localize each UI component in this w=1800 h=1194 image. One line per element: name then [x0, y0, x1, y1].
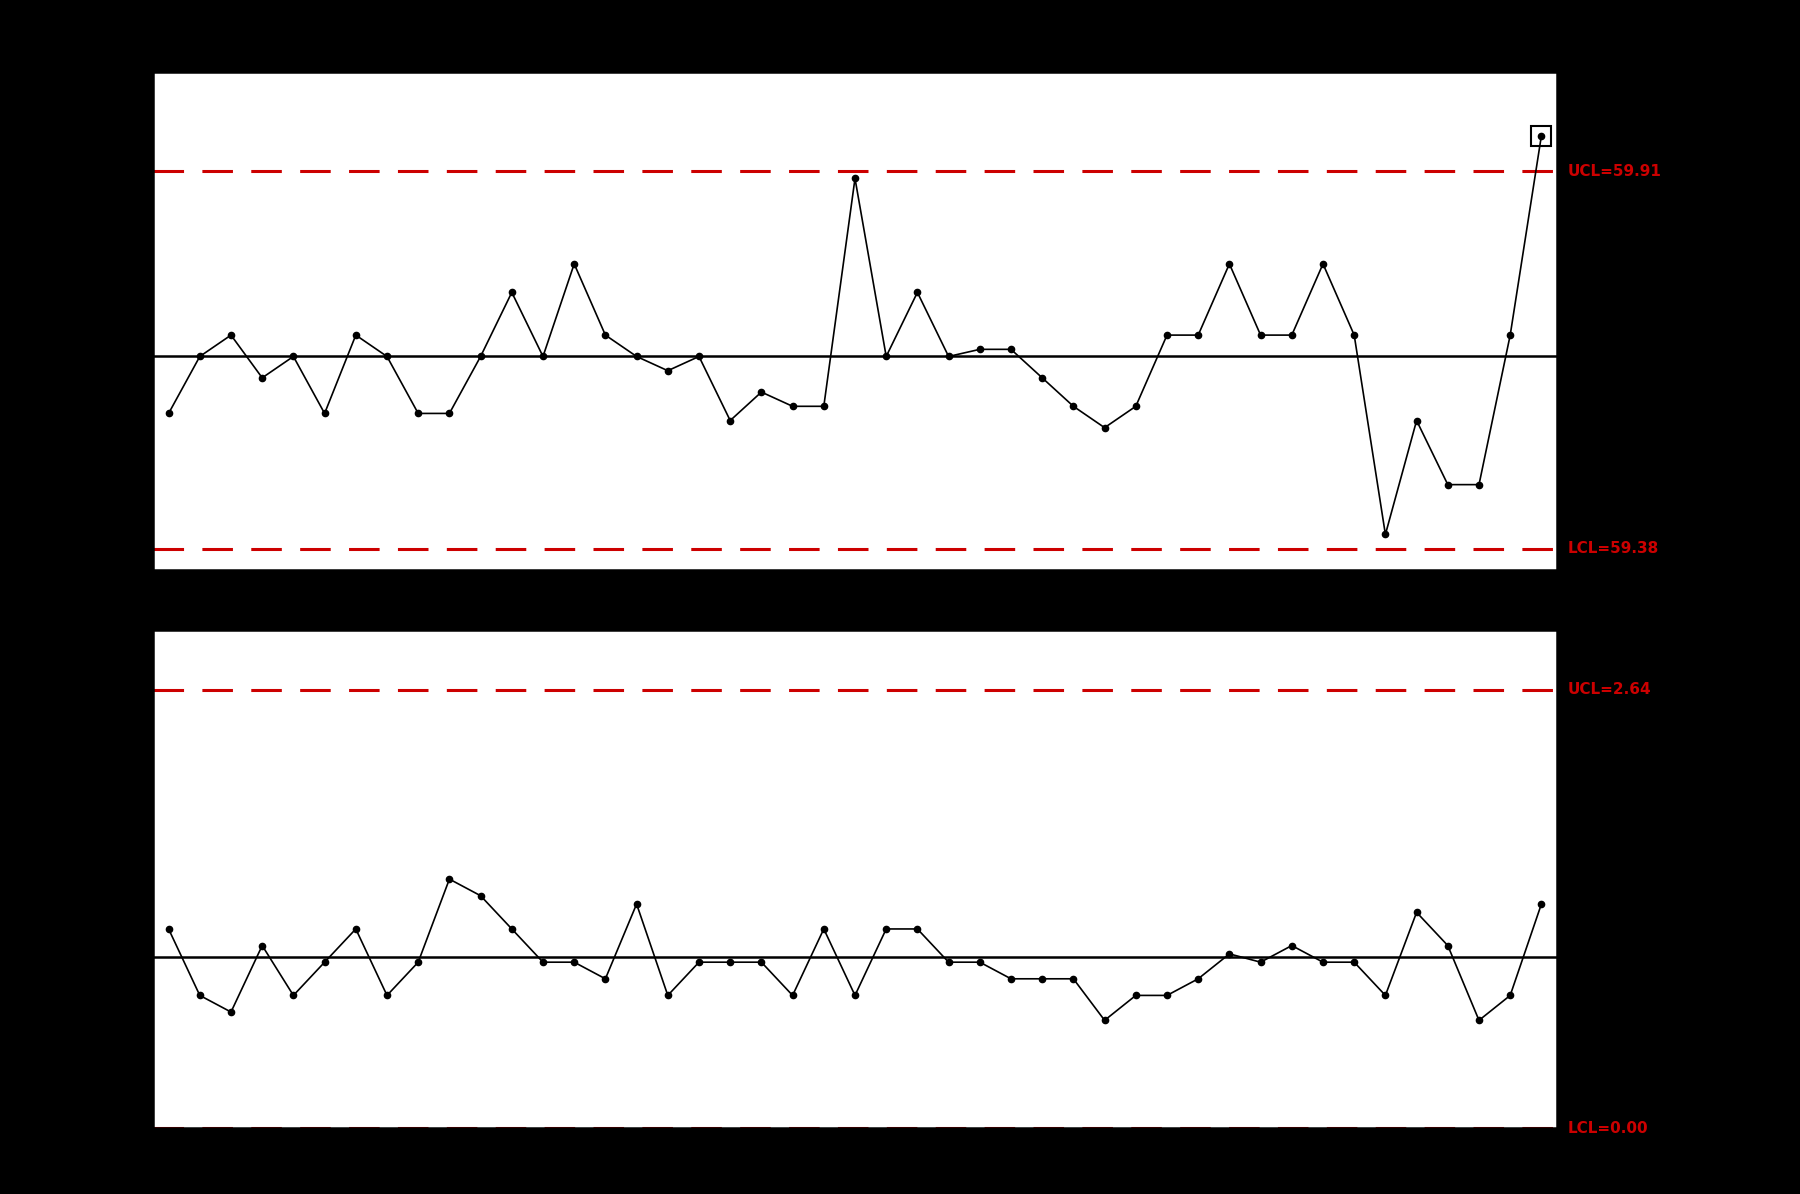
Y-axis label: AVERAGES: AVERAGES [77, 276, 92, 367]
Text: UCL=59.91: UCL=59.91 [1568, 164, 1661, 179]
Y-axis label: RANGES: RANGES [94, 844, 110, 915]
Text: UCL=2.64: UCL=2.64 [1568, 682, 1652, 697]
Text: RBAR=1.03: RBAR=1.03 [1568, 949, 1665, 965]
Text: LCL=59.38: LCL=59.38 [1568, 541, 1660, 556]
Text: Multi-stream Effects Addressed with Batch Means: Multi-stream Effects Addressed with Batc… [626, 33, 1174, 53]
Text: LCL=0.00: LCL=0.00 [1568, 1121, 1649, 1135]
Text: PCL=59.65: PCL=59.65 [1568, 349, 1661, 364]
